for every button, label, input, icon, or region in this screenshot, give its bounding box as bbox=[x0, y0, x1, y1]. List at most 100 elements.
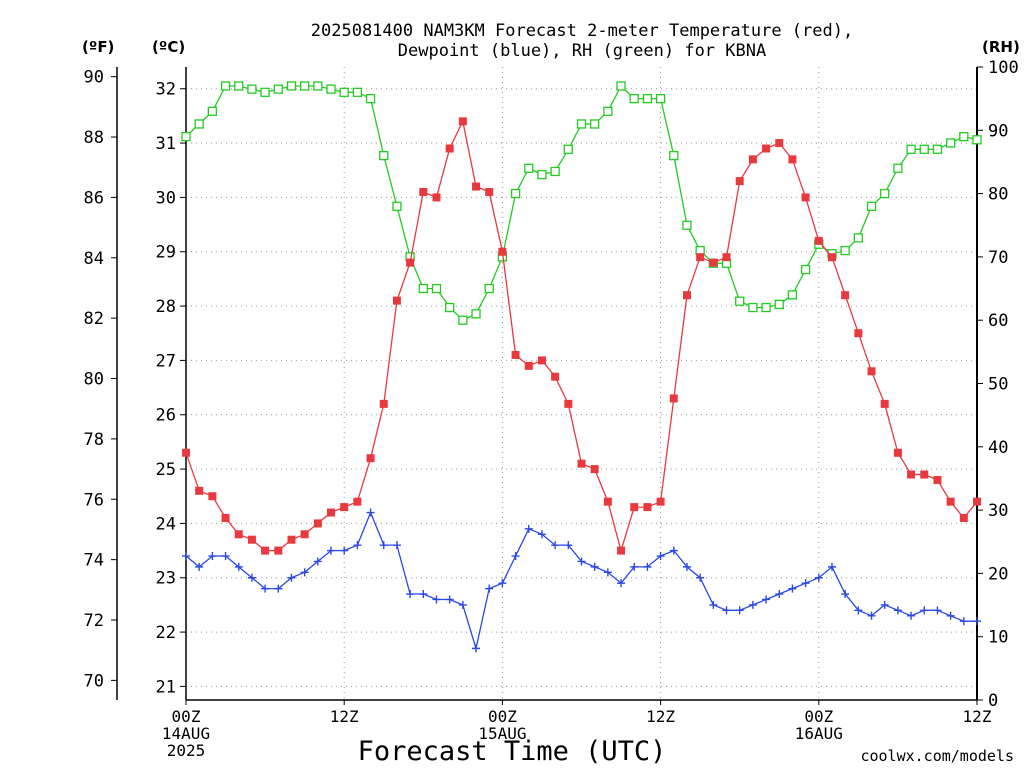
rh-point bbox=[379, 150, 389, 161]
dewpoint-point bbox=[920, 606, 929, 615]
rh-point bbox=[629, 94, 639, 104]
dewpoint-point bbox=[590, 562, 599, 571]
dewpoint-point bbox=[907, 611, 916, 620]
dewpoint-point bbox=[827, 562, 836, 571]
temperature-point bbox=[182, 448, 190, 457]
time-tick-label: 12Z bbox=[963, 707, 992, 726]
temperature-point bbox=[313, 519, 322, 528]
dewpoint-series bbox=[182, 508, 981, 653]
rh-point bbox=[392, 201, 402, 211]
temperature-point bbox=[630, 503, 639, 512]
temperature-point bbox=[617, 546, 626, 555]
dewpoint-point bbox=[247, 573, 256, 582]
temperature-point bbox=[867, 367, 876, 376]
rh-tick-label: 30 bbox=[988, 501, 1008, 521]
rh-point bbox=[431, 283, 442, 294]
rh-point bbox=[273, 84, 283, 94]
temperature-point bbox=[880, 399, 889, 408]
time-tick-label: 00Z bbox=[804, 707, 833, 726]
title-line-2: Dewpoint (blue), RH (green) for KBNA bbox=[398, 41, 766, 61]
celsius-tick-label: 28 bbox=[156, 297, 176, 317]
temperature-point bbox=[590, 465, 599, 474]
dewpoint-point bbox=[946, 611, 955, 620]
temperature-point bbox=[669, 394, 678, 403]
temperature-point bbox=[893, 448, 902, 457]
rh-point bbox=[669, 150, 679, 161]
temperature-point bbox=[920, 470, 929, 479]
dewpoint-point bbox=[445, 595, 454, 604]
dewpoint-point bbox=[854, 606, 863, 615]
dewpoint-point bbox=[748, 600, 757, 609]
temperature-point bbox=[775, 139, 784, 148]
temperature-point bbox=[234, 530, 243, 539]
temperature-point bbox=[327, 508, 336, 517]
rh-point bbox=[682, 220, 692, 230]
dewpoint-point bbox=[274, 584, 283, 593]
dewpoint-point bbox=[933, 606, 942, 615]
series-layer bbox=[181, 81, 982, 653]
dewpoint-point bbox=[366, 508, 375, 517]
temperature-point bbox=[841, 291, 850, 300]
temperature-point bbox=[511, 350, 520, 359]
temperature-point bbox=[722, 253, 731, 262]
temperature-point bbox=[458, 117, 467, 126]
watermark: coolwx.com/models bbox=[860, 747, 1014, 765]
rh-point bbox=[616, 81, 626, 91]
dewpoint-point bbox=[801, 579, 810, 588]
dewpoint-point bbox=[630, 562, 639, 571]
temperature-point bbox=[221, 513, 230, 522]
rh-point bbox=[313, 81, 323, 91]
celsius-tick-label: 32 bbox=[156, 80, 176, 100]
rh-point bbox=[352, 87, 363, 97]
dewpoint-point bbox=[762, 595, 771, 604]
temperature-point bbox=[287, 535, 296, 544]
temperature-point bbox=[445, 144, 454, 153]
temperature-point bbox=[195, 486, 204, 495]
unit-label-rh: (RH) bbox=[982, 38, 1020, 56]
temperature-point bbox=[933, 475, 942, 484]
dewpoint-point bbox=[709, 600, 718, 609]
temperature-point bbox=[340, 503, 349, 512]
dewpoint-point bbox=[537, 530, 546, 539]
celsius-tick-label: 30 bbox=[156, 188, 176, 208]
temperature-point bbox=[656, 497, 665, 506]
dewpoint-point bbox=[208, 552, 217, 561]
rh-point bbox=[510, 188, 521, 199]
rh-point bbox=[906, 144, 916, 154]
dewpoint-point bbox=[564, 541, 573, 550]
rh-point bbox=[484, 283, 494, 294]
rh-point bbox=[774, 299, 784, 310]
rh-point bbox=[761, 302, 771, 313]
unit-label-celsius: (ºC) bbox=[152, 38, 185, 56]
dewpoint-point bbox=[419, 590, 428, 599]
rh-tick-label: 10 bbox=[988, 628, 1008, 648]
fahrenheit-tick-label: 76 bbox=[84, 490, 104, 510]
rh-point bbox=[735, 296, 745, 306]
celsius-tick-label: 21 bbox=[156, 677, 176, 697]
dewpoint-point bbox=[959, 617, 968, 626]
fahrenheit-tick-label: 78 bbox=[84, 430, 104, 450]
time-tick-label: 15AUG bbox=[478, 724, 526, 743]
temperature-point bbox=[406, 258, 415, 267]
celsius-tick-label: 23 bbox=[156, 569, 176, 589]
rh-point bbox=[550, 166, 560, 177]
rh-point bbox=[945, 138, 956, 148]
rh-point bbox=[326, 84, 336, 94]
rh-point bbox=[603, 106, 613, 116]
dewpoint-point bbox=[735, 606, 744, 615]
temperature-point bbox=[472, 182, 481, 191]
rh-point bbox=[563, 144, 573, 154]
rh-point bbox=[247, 84, 257, 94]
temperature-point bbox=[379, 399, 388, 408]
dewpoint-point bbox=[234, 562, 243, 571]
rh-tick-label: 70 bbox=[988, 248, 1008, 268]
temperature-point bbox=[735, 177, 744, 186]
temperature-point bbox=[643, 503, 652, 512]
temperature-point bbox=[696, 253, 705, 262]
temperature-point bbox=[261, 546, 270, 555]
rh-tick-label: 20 bbox=[988, 564, 1008, 584]
dewpoint-point bbox=[458, 600, 467, 609]
rh-point bbox=[972, 135, 982, 145]
rh-point bbox=[866, 201, 877, 211]
grid-lines bbox=[186, 67, 977, 700]
